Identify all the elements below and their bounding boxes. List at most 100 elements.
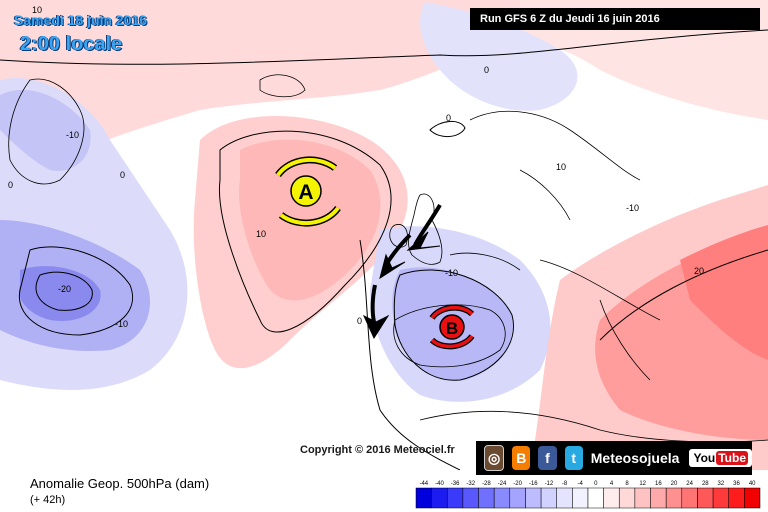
legend-color-swatch [587,487,604,509]
contour-label: 0 [484,65,489,75]
legend-tick-label: -16 [529,481,538,487]
legend-tick-label: 4 [610,481,614,487]
contour-zero-atlantic [359,239,461,470]
legend-color-swatch [681,487,698,509]
legend-tick-label: 0 [594,481,598,487]
youtube-you-text: You [693,451,716,465]
depression-disc [439,314,465,340]
legend-tick-label: -32 [466,481,475,487]
contour-ten-ridge [218,130,392,333]
forecast-lead-time: (+ 42h) [30,494,66,506]
legend-color-swatch [462,487,479,509]
legend-color-swatch [603,487,620,509]
depression-symbol: B [429,304,475,350]
contour-label-group: 10 0 0 0 0 10 -10 -20 -10 0 -10 10 20 -1… [8,5,704,329]
legend-color-swatch [509,487,526,509]
contour-minus-ten-west [18,246,133,336]
instagram-icon[interactable]: ◎ [484,445,505,471]
social-bar: ◎ B f t Meteosojuela You Tube [476,441,753,475]
legend-tick-label: 16 [655,481,662,487]
anomaly-map: 10 0 0 0 0 10 -10 -20 -10 0 -10 10 20 -1… [0,0,768,470]
copyright-notice: Copyright © 2016 Meteociel.fr [300,444,455,456]
twitter-icon[interactable]: t [564,446,583,470]
brand-name: Meteosojuela [590,450,680,466]
legend-color-swatch [415,487,432,509]
facebook-icon[interactable]: f [538,446,557,470]
legend-tick-label: 32 [718,481,725,487]
contour-label: 0 [8,180,13,190]
legend-color-swatch [744,487,761,509]
contour-label: 10 [556,162,566,172]
legend-tick-label: 20 [671,481,678,487]
contour-label: 0 [446,113,451,123]
depression-arrow-icon [430,334,474,349]
contour-lines [0,29,768,470]
scandinavia-coast [469,110,641,221]
legend-color-swatch [728,487,745,509]
low-pressure-label: B [446,319,458,338]
legend-color-swatch [556,487,573,509]
legend-tick-label: 36 [733,481,740,487]
legend-color-swatch [431,487,448,509]
legend-color-swatch [478,487,495,509]
legend-color-swatch [493,487,511,509]
legend-color-swatch [634,487,651,509]
eastern-ridge-center [680,225,768,360]
forecast-date: Samedi 18 juin 2016 [14,12,148,28]
legend-tick-label: -36 [451,481,460,487]
contour-label: 0 [120,170,125,180]
anticyclone-disc [290,175,322,207]
contour-label: -20 [58,284,71,294]
anticyclone-arrow-icon [276,157,337,177]
greenland-negative-area [0,89,91,171]
youtube-logo[interactable]: You Tube [689,449,753,467]
flow-arrow-head-icon [406,231,441,251]
contour-label: -10 [626,203,639,213]
anticyclone-symbol: A [275,156,341,227]
contour-minus-twenty [35,271,93,311]
contour-label: -10 [115,319,128,329]
legend-color-swatch [572,487,589,509]
legend-tick-label: 40 [749,481,756,487]
legend-tick-label: 8 [625,481,629,487]
forecast-local-time: 2:00 locale [20,33,123,55]
ireland-coast [389,224,408,248]
color-legend: -44 -40 -36 -32 -28 -24 -20 -16 -12 -8 -4 0 4 8 12 16 20… [415,481,761,509]
western-low-center [19,266,101,321]
depression-arrow-icon [430,305,474,320]
legend-color-swatch [650,487,667,509]
greenland-coast [8,78,85,185]
legend-tick-label: -40 [435,481,444,487]
flow-arrow-line [370,284,377,323]
product-title: Anomalie Geop. 500hPa (dam) [30,476,210,491]
contour-label: -10 [445,268,458,278]
blogger-icon[interactable]: B [512,446,531,470]
legend-tick-label: -28 [482,481,491,487]
contour-label: 10 [32,5,42,15]
legend-tick-label: -44 [419,481,428,487]
legend-tick-label: -24 [498,481,507,487]
legend-color-swatch [447,487,464,509]
contour-zero-north [0,29,768,65]
contour-label: 20 [694,266,704,276]
contour-label: -10 [66,130,79,140]
legend-tick-label: -4 [578,481,584,487]
legend-tick-label: 12 [639,481,646,487]
legend-tick-label: -8 [562,481,568,487]
continental-coast [449,252,661,381]
northeast-positive-area [520,0,768,120]
model-run-label: Run GFS 6 Z du Jeudi 16 juin 2016 [470,8,760,30]
contour-zero-small [429,121,466,137]
contour-label: 0 [357,316,362,326]
high-pressure-label: A [298,181,313,204]
contour-twenty-east [599,249,768,341]
legend-color-swatch [540,487,557,509]
legend-color-swatch [697,487,714,509]
legend-color-swatch [712,487,729,509]
youtube-tube-text: Tube [716,451,749,465]
iceland-coast [259,74,306,98]
north-sea-negative-area [420,2,578,111]
legend-color-swatch [525,487,542,509]
contour-label: 10 [256,229,266,239]
flow-arrow-head-icon [379,253,406,280]
